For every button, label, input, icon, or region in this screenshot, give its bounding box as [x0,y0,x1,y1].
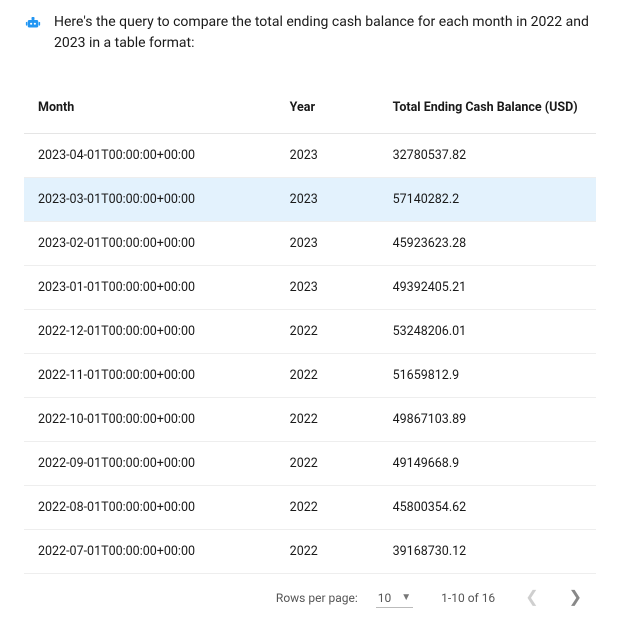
cell-month: 2023-04-01T00:00:00+00:00 [24,134,276,178]
dropdown-icon: ▼ [401,592,411,603]
prev-page-button[interactable]: ❮ [519,586,544,610]
table-body: 2023-04-01T00:00:00+00:00202332780537.82… [24,134,596,574]
col-header-year[interactable]: Year [276,82,379,134]
cell-balance: 32780537.82 [379,134,596,178]
table-row[interactable]: 2022-11-01T00:00:00+00:00202251659812.9 [24,354,596,398]
cell-balance: 57140282.2 [379,178,596,222]
col-header-balance[interactable]: Total Ending Cash Balance (USD) [379,82,596,134]
cell-year: 2023 [276,134,379,178]
cell-month: 2023-02-01T00:00:00+00:00 [24,222,276,266]
col-header-month[interactable]: Month [24,82,276,134]
results-table: Month Year Total Ending Cash Balance (US… [24,82,596,574]
cell-balance: 53248206.01 [379,310,596,354]
rows-per-page-value: 10 [378,591,392,605]
pagination: Rows per page: 10 ▼ 1-10 of 16 ❮ ❯ [24,574,596,620]
chevron-left-icon: ❮ [525,589,538,606]
next-page-button[interactable]: ❯ [563,586,588,610]
cell-balance: 39168730.12 [379,530,596,574]
rows-per-page-select[interactable]: 10 ▼ [376,589,413,608]
table-row[interactable]: 2023-04-01T00:00:00+00:00202332780537.82 [24,134,596,178]
cell-month: 2023-03-01T00:00:00+00:00 [24,178,276,222]
cell-balance: 49392405.21 [379,266,596,310]
cell-year: 2022 [276,530,379,574]
cell-balance: 45923623.28 [379,222,596,266]
table-row[interactable]: 2022-07-01T00:00:00+00:00202239168730.12 [24,530,596,574]
table-row[interactable]: 2022-09-01T00:00:00+00:00202249149668.9 [24,442,596,486]
table-row[interactable]: 2022-10-01T00:00:00+00:00202249867103.89 [24,398,596,442]
cell-month: 2022-11-01T00:00:00+00:00 [24,354,276,398]
cell-year: 2022 [276,354,379,398]
cell-balance: 45800354.62 [379,486,596,530]
response-header: Here's the query to compare the total en… [24,12,596,54]
results-table-wrapper: Month Year Total Ending Cash Balance (US… [24,82,596,620]
pagination-range: 1-10 of 16 [441,591,495,605]
table-row[interactable]: 2023-01-01T00:00:00+00:00202349392405.21 [24,266,596,310]
cell-month: 2022-07-01T00:00:00+00:00 [24,530,276,574]
cell-year: 2023 [276,266,379,310]
cell-year: 2022 [276,442,379,486]
cell-balance: 49149668.9 [379,442,596,486]
cell-month: 2022-08-01T00:00:00+00:00 [24,486,276,530]
table-row[interactable]: 2023-03-01T00:00:00+00:00202357140282.2 [24,178,596,222]
cell-year: 2023 [276,222,379,266]
cell-balance: 51659812.9 [379,354,596,398]
cell-year: 2022 [276,398,379,442]
table-row[interactable]: 2023-02-01T00:00:00+00:00202345923623.28 [24,222,596,266]
chevron-right-icon: ❯ [569,589,582,606]
cell-year: 2023 [276,178,379,222]
table-header-row: Month Year Total Ending Cash Balance (US… [24,82,596,134]
table-row[interactable]: 2022-08-01T00:00:00+00:00202245800354.62 [24,486,596,530]
cell-month: 2023-01-01T00:00:00+00:00 [24,266,276,310]
cell-balance: 49867103.89 [379,398,596,442]
rows-per-page-label: Rows per page: [276,591,358,605]
intro-text: Here's the query to compare the total en… [54,12,596,54]
cell-year: 2022 [276,486,379,530]
bot-icon [24,14,42,32]
table-row[interactable]: 2022-12-01T00:00:00+00:00202253248206.01 [24,310,596,354]
cell-month: 2022-09-01T00:00:00+00:00 [24,442,276,486]
cell-month: 2022-10-01T00:00:00+00:00 [24,398,276,442]
cell-year: 2022 [276,310,379,354]
chat-response: Here's the query to compare the total en… [0,0,620,620]
cell-month: 2022-12-01T00:00:00+00:00 [24,310,276,354]
